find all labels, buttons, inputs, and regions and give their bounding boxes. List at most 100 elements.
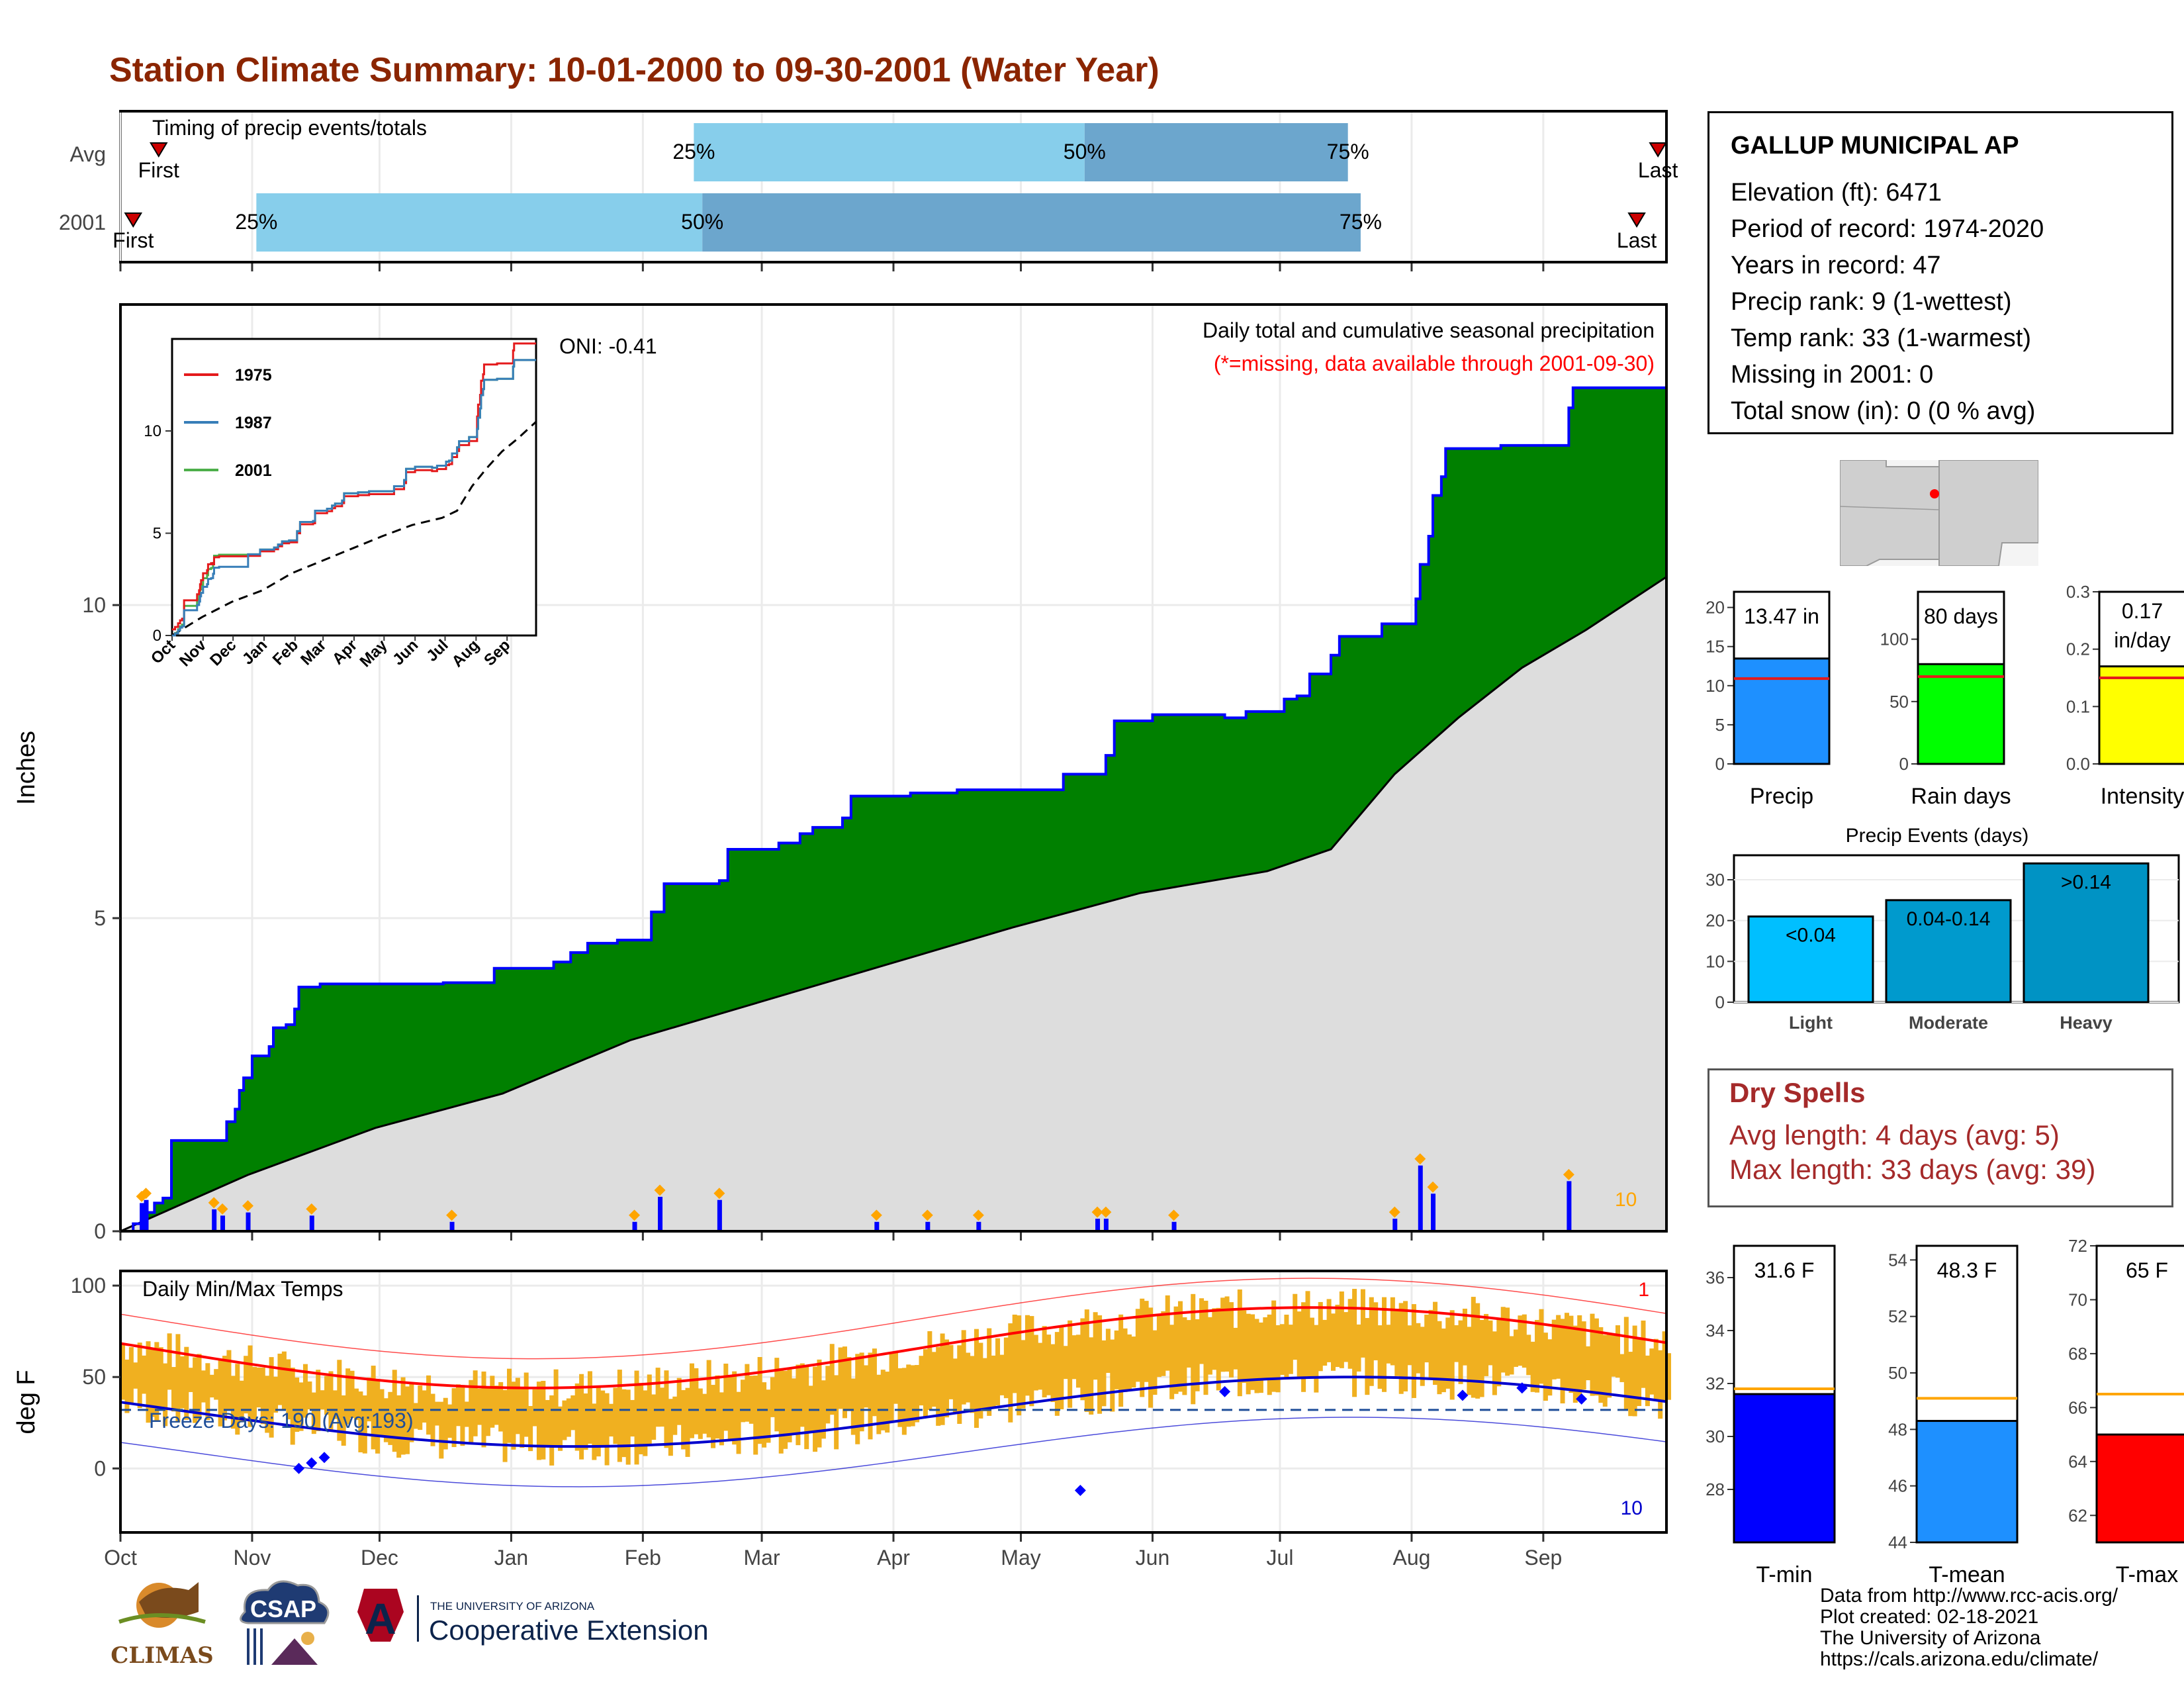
- daily-temp-range-bar: [625, 1389, 631, 1465]
- month-label: Jul: [1267, 1546, 1294, 1570]
- stat-ytick-label: 48: [1888, 1419, 1907, 1439]
- daily-temp-range-bar: [1569, 1315, 1574, 1393]
- timing-panel: 25% 50% 75% First Last 25% 50% 75% First Last Tim…: [59, 110, 1678, 271]
- record-temp-marker: [1219, 1385, 1231, 1397]
- daily-temp-range-bar: [349, 1370, 355, 1418]
- daily-temp-range-bar: [1433, 1301, 1438, 1385]
- daily-temp-range-bar: [613, 1387, 618, 1444]
- daily-temp-range-bar: [1522, 1314, 1527, 1368]
- daily-temp-range-bar: [388, 1391, 393, 1445]
- daily-temp-range-bar: [1594, 1318, 1599, 1396]
- events-bar: [1747, 915, 1874, 1004]
- inset-ytick-label: 0: [153, 627, 161, 645]
- daily-temp-range-bar: [825, 1366, 831, 1424]
- daily-temp-range-bar: [1186, 1320, 1191, 1368]
- daily-temp-range-bar: [1050, 1344, 1056, 1402]
- daily-precip-bar: [658, 1196, 663, 1231]
- daily-precip-bar: [1567, 1181, 1572, 1231]
- daily-precip-bar: [1431, 1194, 1436, 1231]
- daily-temp-range-bar: [311, 1392, 316, 1434]
- stat-bar: [1917, 663, 2005, 765]
- daily-temp-range-bar: [1017, 1315, 1022, 1416]
- quartile-bar-50-75: [1084, 123, 1348, 181]
- stat-ytick-label: 72: [2068, 1236, 2087, 1256]
- daily-temp-range-bar: [1403, 1301, 1408, 1391]
- daily-temp-range-bar: [1407, 1325, 1412, 1366]
- daily-temp-range-bar: [745, 1364, 750, 1422]
- station-missing: Missing in 2001: 0: [1731, 361, 1934, 389]
- daily-temp-range-bar: [1131, 1336, 1136, 1387]
- daily-temp-range-bar: [1152, 1330, 1158, 1395]
- station-precip-rank: Precip rank: 9 (1-wettest): [1731, 288, 2012, 316]
- daily-temp-range-bar: [1564, 1313, 1569, 1389]
- station-name: GALLUP MUNICIPAL AP: [1731, 132, 2019, 160]
- daily-precip-bar: [212, 1209, 217, 1231]
- daily-temp-range-bar: [966, 1352, 971, 1403]
- daily-temp-range-bar: [660, 1387, 665, 1427]
- daily-temp-range-bar: [1543, 1333, 1548, 1401]
- daily-temp-range-bar: [727, 1375, 733, 1440]
- daily-temp-range-bar: [647, 1374, 652, 1446]
- daily-precip-bar: [1418, 1165, 1423, 1231]
- climas-logo: CLIMAS: [111, 1582, 214, 1669]
- daily-temp-range-bar: [1195, 1319, 1200, 1391]
- daily-temp-range-bar: [579, 1374, 584, 1460]
- daily-temp-range-bar: [927, 1331, 933, 1411]
- daily-temp-range-bar: [545, 1399, 550, 1446]
- daily-temp-range-bar: [1135, 1309, 1140, 1382]
- daily-temp-range-bar: [1148, 1307, 1154, 1408]
- stat-ytick-label: 15: [1706, 637, 1725, 657]
- daily-temp-range-bar: [367, 1378, 372, 1422]
- daily-temp-range-bar: [711, 1385, 716, 1448]
- events-category-label: Heavy: [2060, 1013, 2113, 1033]
- daily-temp-range-bar: [1492, 1331, 1497, 1395]
- precip-events-title: Precip Events (days): [1846, 825, 2029, 847]
- daily-temp-range-bar: [1373, 1302, 1379, 1360]
- daily-temp-range-bar: [1038, 1342, 1043, 1390]
- stat-ytick-label: 0: [1715, 754, 1725, 774]
- daily-temp-range-bar: [128, 1347, 134, 1403]
- daily-precip-bar: [246, 1212, 251, 1231]
- dry-spells-title: Dry Spells: [1729, 1077, 1866, 1108]
- daily-temp-range-bar: [158, 1347, 163, 1408]
- daily-temp-range-bar: [473, 1370, 478, 1436]
- daily-temp-range-bar: [451, 1388, 457, 1448]
- daily-temp-range-bar: [244, 1356, 249, 1414]
- daily-temp-range-bar: [1649, 1348, 1655, 1395]
- daily-temp-range-bar: [1356, 1324, 1361, 1372]
- stat-ytick-label: 52: [1888, 1307, 1907, 1327]
- daily-temp-range-bar: [1242, 1310, 1247, 1383]
- daily-temp-range-bar: [1297, 1311, 1302, 1378]
- daily-temp-range-bar: [1500, 1307, 1506, 1373]
- daily-temp-range-bar: [409, 1383, 414, 1442]
- daily-temp-range-bar: [604, 1393, 610, 1466]
- daily-temp-range-bar: [859, 1352, 864, 1432]
- daily-temp-range-bar: [209, 1374, 214, 1398]
- daily-temp-range-bar: [341, 1395, 346, 1446]
- page-title: Station Climate Summary: 10-01-2000 to 0…: [109, 51, 1160, 89]
- precip-event-marker: [1563, 1168, 1574, 1180]
- daily-temp-range-bar: [1449, 1310, 1455, 1400]
- stat-ytick-label: 44: [1888, 1532, 1907, 1552]
- daily-temp-range-bar: [1293, 1293, 1298, 1360]
- daily-temp-range-bar: [897, 1368, 903, 1427]
- daily-temp-range-bar: [1258, 1322, 1263, 1393]
- daily-temp-range-bar: [995, 1338, 1001, 1406]
- station-years: Years in record: 47: [1731, 252, 1941, 279]
- daily-temp-range-bar: [277, 1353, 283, 1405]
- daily-temp-range-bar: [1377, 1325, 1383, 1389]
- daily-temp-range-bar: [1318, 1301, 1323, 1372]
- daily-temp-range-bar: [426, 1375, 432, 1435]
- daily-temp-range-bar: [154, 1342, 159, 1421]
- daily-temp-range-bar: [137, 1342, 142, 1409]
- daily-temp-range-bar: [142, 1355, 147, 1394]
- stat-ytick-label: 0: [1899, 754, 1909, 774]
- daily-temp-range-bar: [893, 1351, 899, 1404]
- stat-ytick-label: 50: [1889, 692, 1909, 712]
- daily-temp-range-bar: [222, 1356, 228, 1421]
- daily-temp-range-bar: [197, 1354, 202, 1420]
- first-event-label: First: [138, 158, 179, 182]
- daily-temp-range-bar: [1033, 1335, 1038, 1391]
- daily-temp-range-bar: [1509, 1336, 1514, 1375]
- daily-temp-range-bar: [260, 1368, 265, 1425]
